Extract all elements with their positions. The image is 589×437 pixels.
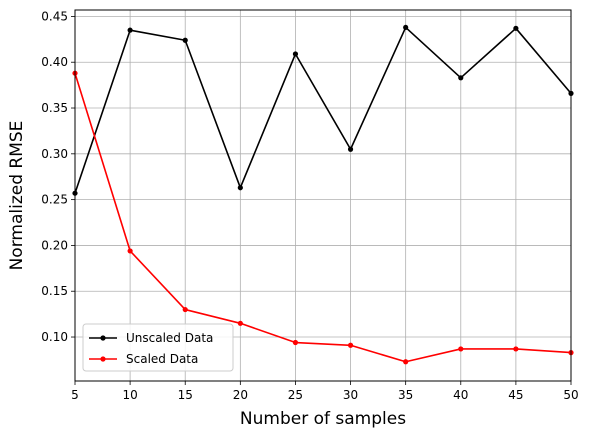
plot-frame [74,9,572,382]
data-point-scaled-data [127,248,133,254]
y-tick-label: 0.20 [41,238,68,252]
data-point-unscaled-data [237,185,243,191]
series-scaled-data [72,70,574,365]
data-point-scaled-data [237,320,243,326]
x-tick-label: 15 [178,388,193,402]
data-point-unscaled-data [513,25,519,31]
y-tick-label: 0.15 [41,284,68,298]
x-tick-label: 10 [122,388,137,402]
data-point-unscaled-data [458,75,464,81]
data-point-scaled-data [292,339,299,346]
data-point-scaled-data [513,346,519,352]
data-point-scaled-data [182,306,188,313]
y-axis: 0.10 0.15 0.20 0.25 0.30 0.35 0.40 0.45 [41,9,75,344]
y-tick-label: 0.30 [41,147,68,161]
data-point-unscaled-data [292,51,299,57]
series-layer [72,24,574,365]
legend-label-unscaled: Unscaled Data [126,331,213,345]
series-line-scaled-data [74,72,572,363]
data-point-scaled-data [347,342,354,348]
x-tick-label: 40 [453,388,468,402]
data-point-scaled-data [403,359,409,365]
series-unscaled-data [72,24,574,196]
series-line-unscaled-data [74,26,572,194]
data-point-unscaled-data [403,24,409,31]
data-point-unscaled-data [127,27,133,33]
data-point-unscaled-data [347,146,354,152]
x-tick-label: 50 [563,388,578,402]
x-axis-title: Number of samples [240,409,406,429]
y-tick-label: 0.10 [41,330,68,344]
y-tick-label: 0.45 [41,9,68,23]
x-tick-label: 25 [288,388,303,402]
legend: Unscaled Data Scaled Data [82,323,234,372]
data-point-unscaled-data [182,37,188,43]
x-tick-label: 30 [343,388,358,402]
legend-marker-scaled [100,356,106,362]
y-tick-label: 0.40 [41,55,68,69]
legend-label-scaled: Scaled Data [126,352,198,366]
y-tick-label: 0.25 [41,193,68,207]
y-axis-title: Normalized RMSE [7,121,27,271]
x-tick-label: 45 [508,388,523,402]
legend-box [82,323,234,372]
legend-marker-unscaled [100,335,106,341]
y-tick-label: 0.35 [41,101,68,115]
data-point-scaled-data [458,346,464,352]
x-tick-label: 20 [233,388,248,402]
x-tick-label: 5 [71,388,79,402]
x-tick-label: 35 [398,388,413,402]
x-axis: 5 10 15 20 25 30 35 40 45 50 [71,381,579,402]
